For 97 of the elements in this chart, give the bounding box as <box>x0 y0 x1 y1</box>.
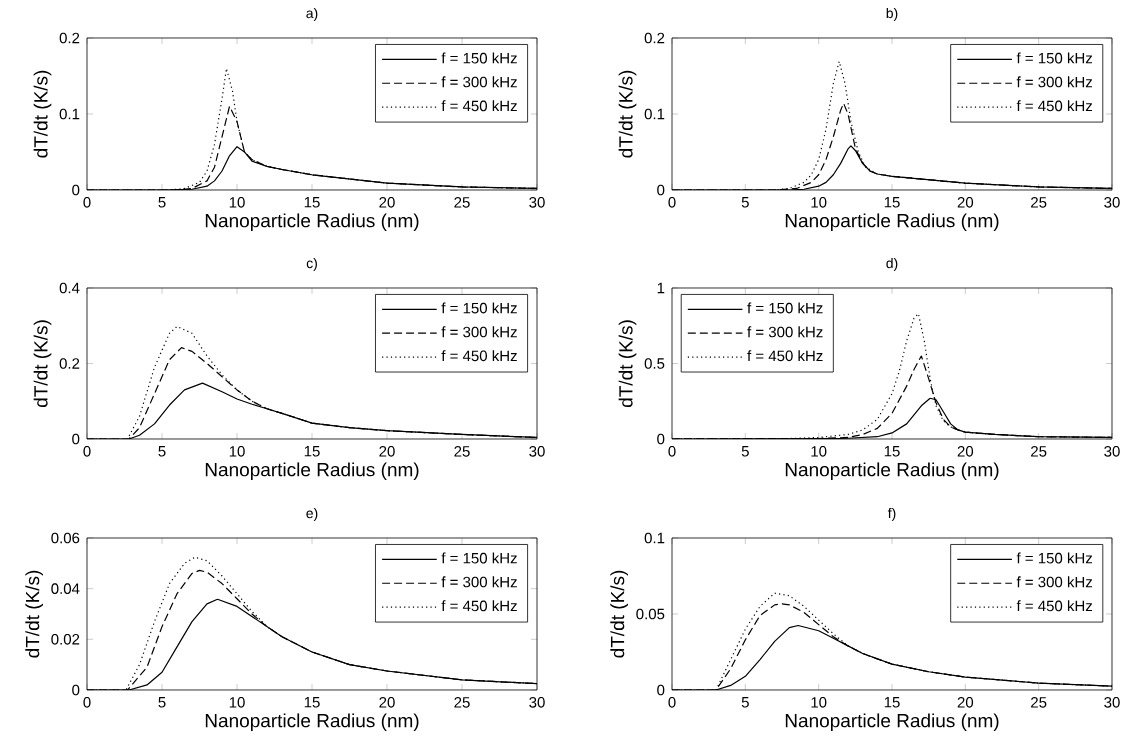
x-tick-label: 5 <box>158 697 166 708</box>
legend-label: f = 150 kHz <box>441 552 517 564</box>
x-tick-label: 5 <box>741 197 749 208</box>
y-axis-title: dT/dt (K/s) <box>618 70 637 158</box>
y-tick-label: 0.1 <box>59 108 80 120</box>
x-tick-label: 30 <box>529 446 545 457</box>
x-tick-label: 25 <box>454 197 470 208</box>
legend-label: f = 450 kHz <box>441 600 517 612</box>
y-tick-label: 0.2 <box>59 32 80 44</box>
x-tick-label: 25 <box>454 697 470 708</box>
x-tick-label: 25 <box>1031 697 1047 708</box>
x-tick-label: 5 <box>158 446 166 457</box>
x-tick-label: 15 <box>884 446 900 457</box>
x-axis-title: Nanoparticle Radius (nm) <box>205 462 419 481</box>
legend-label: f = 150 kHz <box>747 302 823 314</box>
x-tick-label: 0 <box>668 446 676 457</box>
y-tick-label: 0 <box>657 684 665 696</box>
y-tick-label: 0.1 <box>644 108 665 120</box>
chart-title: c) <box>306 257 317 271</box>
chart-title: b) <box>886 7 898 21</box>
y-tick-label: 0 <box>72 684 80 696</box>
chart-title: f) <box>887 507 896 521</box>
x-tick-label: 10 <box>229 446 245 457</box>
legend-label: f = 300 kHz <box>1016 76 1093 88</box>
x-axis-title: Nanoparticle Radius (nm) <box>205 213 419 232</box>
legend-label: f = 150 kHz <box>1016 52 1093 64</box>
x-tick-label: 20 <box>957 697 974 708</box>
y-axis-title: dT/dt (K/s) <box>25 570 43 658</box>
y-tick-label: 0.05 <box>636 608 665 620</box>
y-axis-title: dT/dt (K/s) <box>33 70 52 158</box>
legend-label: f = 150 kHz <box>1016 552 1093 564</box>
x-axis-title: Nanoparticle Radius (nm) <box>785 462 999 481</box>
x-tick-label: 30 <box>1104 697 1120 708</box>
y-axis-title: dT/dt (K/s) <box>610 570 628 658</box>
y-axis-title: dT/dt (K/s) <box>33 320 52 408</box>
legend-label: f = 300 kHz <box>441 576 517 588</box>
x-tick-label: 25 <box>1031 446 1047 457</box>
x-axis-title: Nanoparticle Radius (nm) <box>205 713 419 732</box>
x-tick-label: 10 <box>811 446 827 457</box>
x-tick-label: 20 <box>379 697 395 708</box>
x-tick-label: 0 <box>83 197 91 208</box>
x-tick-label: 5 <box>741 697 749 708</box>
x-tick-label: 30 <box>1104 197 1120 208</box>
legend-label: f = 300 kHz <box>441 326 517 338</box>
y-tick-label: 0.4 <box>59 282 80 294</box>
x-tick-label: 20 <box>379 197 395 208</box>
x-tick-label: 0 <box>83 446 91 457</box>
x-tick-label: 10 <box>811 697 827 708</box>
chart-title: a) <box>306 7 318 21</box>
y-tick-label: 0.02 <box>51 634 80 645</box>
x-axis-title: Nanoparticle Radius (nm) <box>785 713 999 732</box>
x-tick-label: 0 <box>668 697 676 708</box>
x-tick-label: 15 <box>884 697 900 708</box>
y-tick-label: 0.2 <box>59 358 80 369</box>
legend-label: f = 300 kHz <box>1016 576 1093 588</box>
x-tick-label: 5 <box>158 197 166 208</box>
legend-label: f = 300 kHz <box>747 326 823 338</box>
x-tick-label: 10 <box>229 697 245 708</box>
x-tick-label: 15 <box>304 446 320 457</box>
legend-label: f = 300 kHz <box>441 76 517 88</box>
x-tick-label: 30 <box>1104 446 1120 457</box>
legend-label: f = 450 kHz <box>1016 100 1093 112</box>
y-tick-label: 0 <box>72 184 80 196</box>
x-tick-label: 25 <box>1031 197 1047 208</box>
x-tick-label: 20 <box>379 446 395 457</box>
legend-label: f = 450 kHz <box>441 350 517 362</box>
y-tick-label: 0.1 <box>644 532 665 544</box>
chart-title: e) <box>306 507 318 521</box>
y-tick-label: 0 <box>657 184 665 196</box>
chart-title: d) <box>886 257 898 271</box>
legend-label: f = 450 kHz <box>1016 600 1093 612</box>
y-tick-label: 0 <box>72 433 80 445</box>
y-tick-label: 0.2 <box>644 32 665 44</box>
x-tick-label: 25 <box>454 446 470 457</box>
x-tick-label: 5 <box>741 446 749 457</box>
x-tick-label: 20 <box>957 446 974 457</box>
x-tick-label: 15 <box>884 197 900 208</box>
x-tick-label: 10 <box>229 197 245 208</box>
legend-label: f = 450 kHz <box>747 350 823 362</box>
y-tick-label: 0.06 <box>51 532 80 544</box>
y-tick-label: 0.04 <box>51 583 80 594</box>
x-tick-label: 20 <box>957 197 974 208</box>
x-tick-label: 30 <box>529 197 545 208</box>
x-tick-label: 10 <box>811 197 827 208</box>
y-tick-label: 0 <box>657 433 665 445</box>
x-tick-label: 0 <box>668 197 676 208</box>
y-tick-label: 1 <box>657 282 665 294</box>
x-axis-title: Nanoparticle Radius (nm) <box>785 213 999 232</box>
x-tick-label: 15 <box>304 697 320 708</box>
x-tick-label: 0 <box>83 697 91 708</box>
legend-label: f = 150 kHz <box>441 52 517 64</box>
legend-label: f = 150 kHz <box>441 302 517 314</box>
legend-label: f = 450 kHz <box>441 100 517 112</box>
y-tick-label: 0.5 <box>644 358 665 369</box>
y-axis-title: dT/dt (K/s) <box>618 320 637 408</box>
x-tick-label: 15 <box>304 197 320 208</box>
x-tick-label: 30 <box>529 697 545 708</box>
